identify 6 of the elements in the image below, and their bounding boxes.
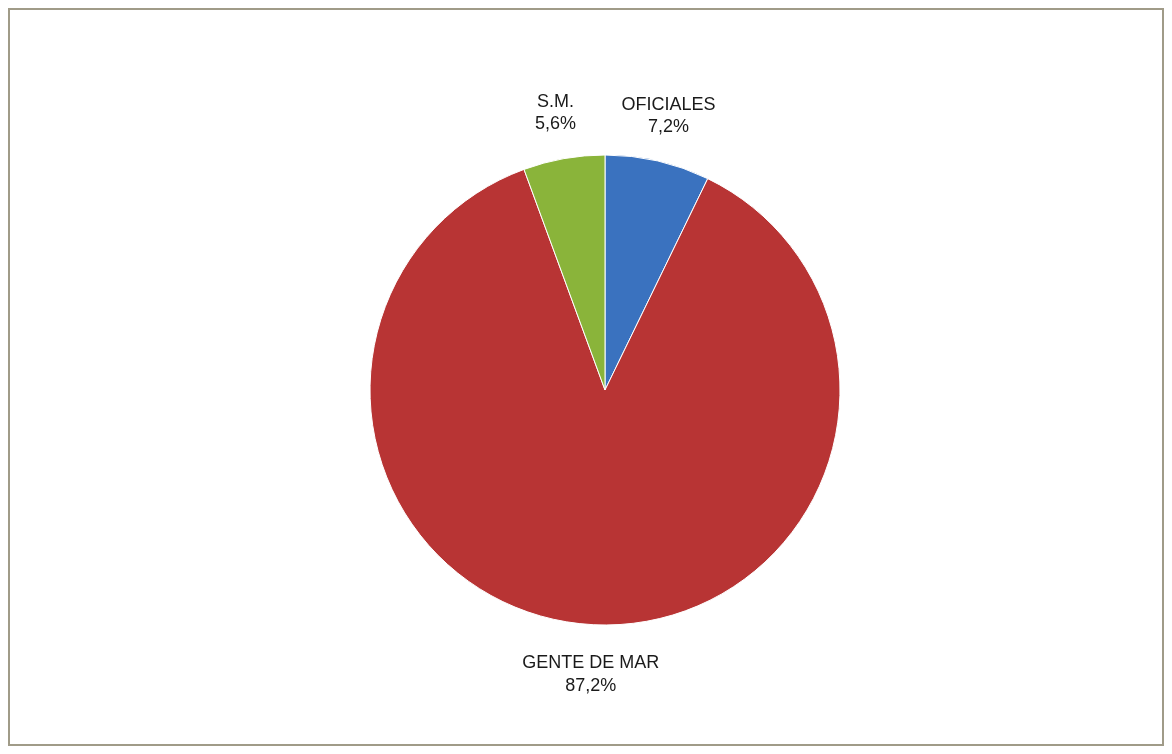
data-label: 5,6% [534,113,576,134]
slice-label: GENTE DE MAR [522,652,660,673]
data-label: 7,2% [647,116,689,137]
slice-label: S.M. [536,90,574,111]
slice-label: OFICIALES [621,93,716,114]
data-label: 87,2% [565,674,617,695]
